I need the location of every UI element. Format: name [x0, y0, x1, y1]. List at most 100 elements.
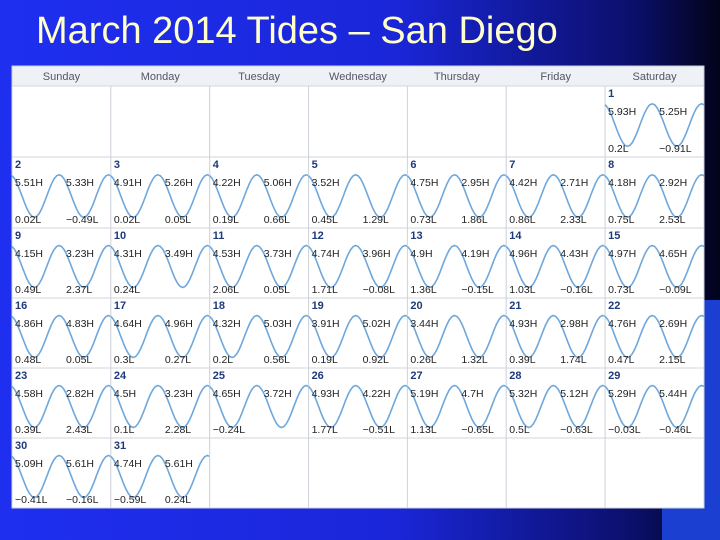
low-tide: 2.37L	[66, 284, 92, 296]
low-tide: −0.15L	[461, 284, 494, 296]
day-cell	[505, 156, 606, 229]
day-number: 10	[114, 230, 126, 242]
low-tide: −0.09L	[659, 284, 692, 296]
day-number: 3	[114, 159, 120, 171]
day-number: 11	[213, 230, 225, 242]
low-tide: 0.48L	[15, 354, 41, 366]
high-tide: 5.02H	[363, 318, 391, 330]
high-tide: 4.53H	[213, 248, 241, 260]
tide-curve	[110, 244, 210, 289]
high-tide: 5.09H	[15, 458, 43, 470]
high-tide: 4.96H	[165, 318, 193, 330]
day-number: 4	[213, 159, 220, 171]
high-tide: 4.65H	[213, 388, 241, 400]
day-cell	[110, 227, 211, 299]
day-cell	[308, 297, 408, 369]
weekday-label: Thursday	[434, 71, 480, 83]
day-number: 19	[312, 300, 324, 312]
day-cell	[406, 297, 507, 369]
high-tide: 4.74H	[114, 458, 142, 470]
high-tide: 5.03H	[264, 318, 292, 330]
day-number: 18	[213, 300, 225, 312]
high-tide: 2.71H	[560, 177, 588, 189]
day-number: 2	[15, 159, 21, 171]
day-cell	[505, 437, 606, 509]
low-tide: 0.73L	[410, 214, 436, 226]
high-tide: 4.43H	[560, 248, 588, 260]
day-cell	[505, 85, 606, 158]
day-cell	[308, 85, 408, 158]
day-number: 29	[608, 370, 620, 382]
day-cell	[406, 85, 507, 158]
weekday-label: Friday	[540, 71, 571, 83]
high-tide: 3.52H	[312, 177, 340, 189]
low-tide: 0.49L	[15, 284, 41, 296]
day-cell	[110, 437, 211, 509]
high-tide: 4.96H	[509, 248, 537, 260]
high-tide: 5.25H	[659, 106, 687, 118]
low-tide: 0.19L	[213, 214, 239, 226]
high-tide: 4.83H	[66, 318, 94, 330]
low-tide: 0.47L	[608, 354, 634, 366]
low-tide: 0.56L	[264, 354, 290, 366]
day-cell	[209, 297, 310, 369]
day-number: 31	[114, 440, 126, 452]
low-tide: 1.77L	[312, 424, 338, 436]
high-tide: 4.58H	[15, 388, 43, 400]
day-number: 20	[410, 300, 422, 312]
high-tide: 2.92H	[659, 177, 687, 189]
day-cell	[209, 367, 310, 439]
high-tide: 4.97H	[608, 248, 636, 260]
day-number: 15	[608, 230, 620, 242]
day-cell	[11, 437, 112, 509]
high-tide: 3.23H	[66, 248, 94, 260]
tide-curve	[604, 173, 705, 219]
tide-curve	[110, 173, 210, 219]
high-tide: 5.51H	[15, 177, 43, 189]
day-cell	[406, 437, 507, 509]
low-tide: −0.65L	[461, 424, 494, 436]
day-number: 30	[15, 440, 27, 452]
high-tide: 4.86H	[15, 318, 43, 330]
day-number: 22	[608, 300, 620, 312]
tide-curve	[11, 384, 112, 429]
day-cell	[604, 367, 705, 439]
low-tide: 0.27L	[165, 354, 191, 366]
low-tide: 0.19L	[312, 354, 338, 366]
weekday-label: Sunday	[43, 71, 81, 83]
day-cell	[505, 227, 606, 299]
day-number: 12	[312, 230, 324, 242]
low-tide: 0.75L	[608, 214, 634, 226]
day-cell	[209, 437, 310, 509]
day-number: 21	[509, 300, 521, 312]
tide-curve	[11, 244, 112, 289]
low-tide: −0.91L	[659, 143, 692, 155]
high-tide: 5.61H	[66, 458, 94, 470]
day-number: 13	[410, 230, 422, 242]
tide-curve	[406, 384, 507, 429]
low-tide: 0.92L	[363, 354, 389, 366]
tide-curve	[110, 454, 210, 499]
slide-title: March 2014 Tides – San Diego	[36, 10, 558, 52]
day-number: 8	[608, 159, 614, 171]
day-cell	[11, 367, 112, 439]
day-cell	[604, 297, 705, 369]
high-tide: 3.23H	[165, 388, 193, 400]
day-cell	[308, 437, 408, 509]
high-tide: 3.44H	[410, 318, 438, 330]
low-tide: 1.32L	[461, 354, 487, 366]
high-tide: 4.5H	[114, 388, 136, 400]
high-tide: 4.15H	[15, 248, 43, 260]
day-number: 28	[509, 370, 521, 382]
high-tide: 2.69H	[659, 318, 687, 330]
low-tide: 2.33L	[560, 214, 586, 226]
high-tide: 4.64H	[114, 318, 142, 330]
low-tide: 0.05L	[264, 284, 290, 296]
low-tide: 0.45L	[312, 214, 338, 226]
tide-curve	[11, 314, 112, 359]
tide-curve	[209, 244, 309, 289]
high-tide: 5.26H	[165, 177, 193, 189]
day-number: 5	[312, 159, 318, 171]
day-cell	[11, 85, 112, 158]
